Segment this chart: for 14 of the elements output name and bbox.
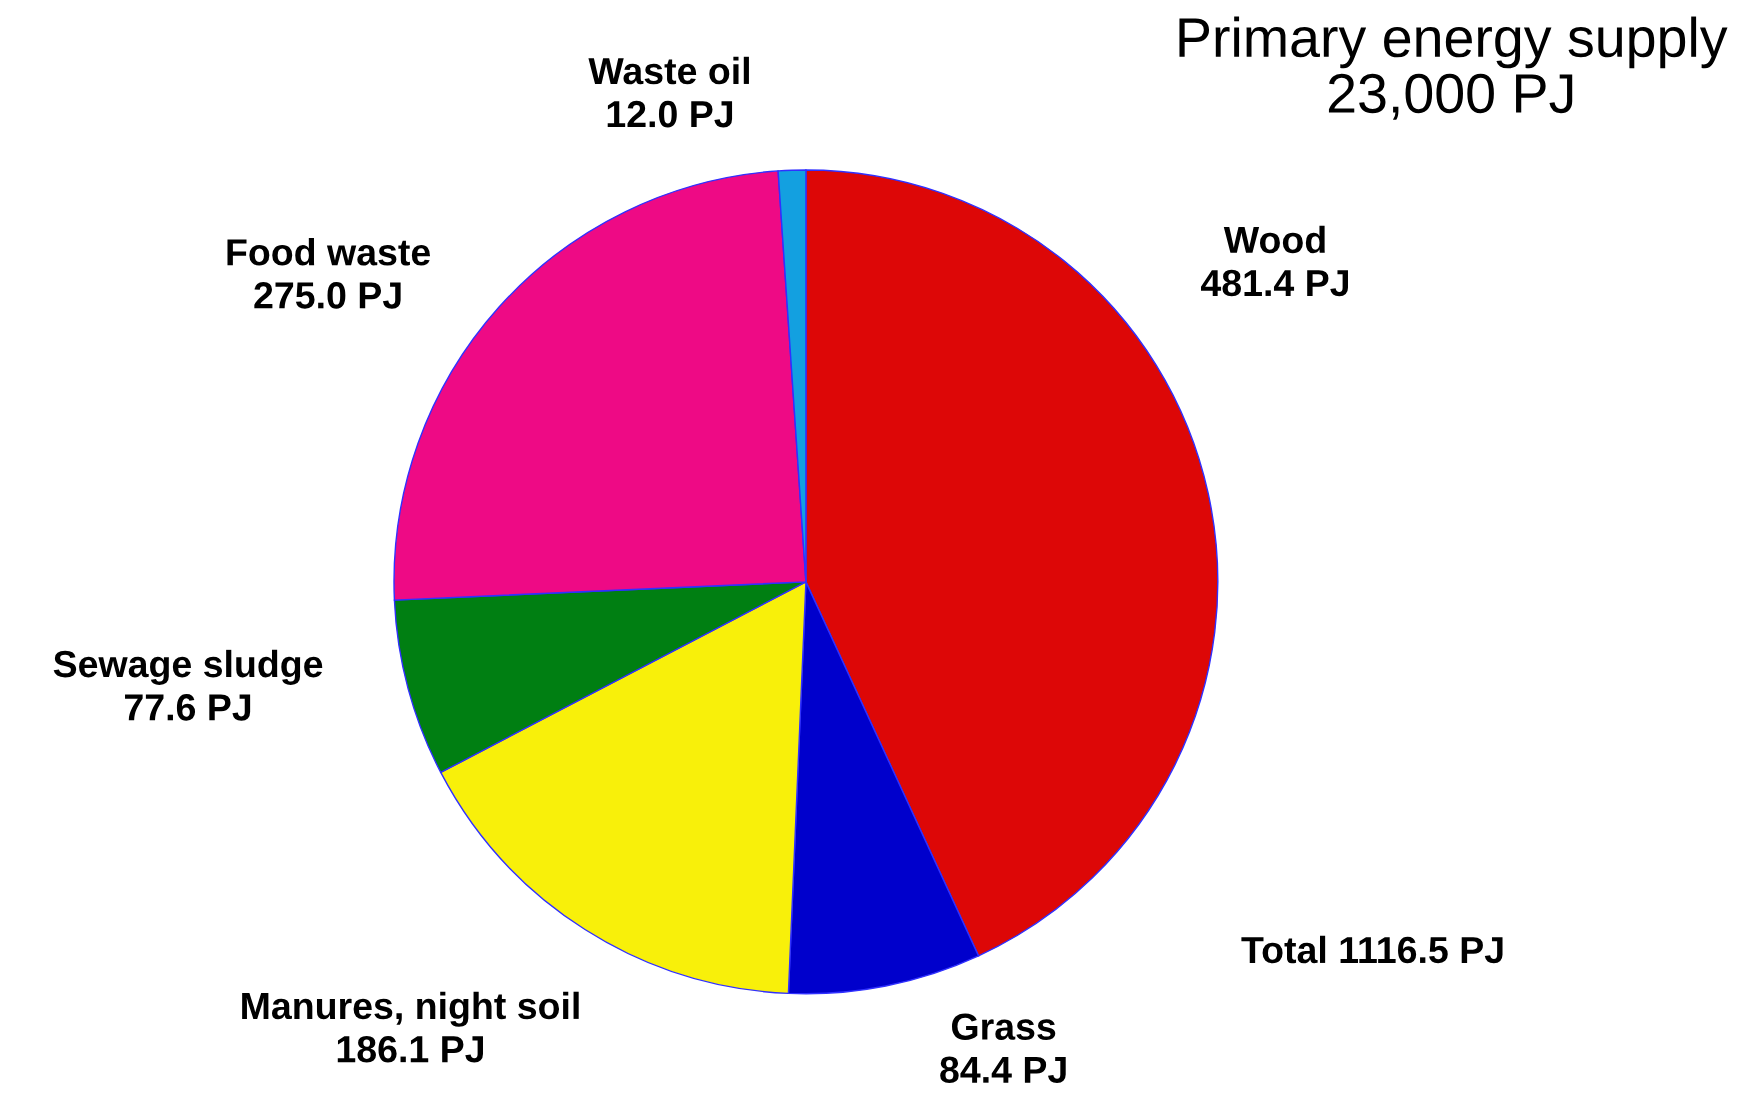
data-label: 481.4 PJ: [1200, 269, 1348, 297]
slice-label: Wood: [1223, 225, 1325, 254]
data-label: 84.4 PJ: [940, 1056, 1066, 1084]
text: Total 1116.5 PJ: [1241, 935, 1503, 964]
slice-label: Grass: [952, 1013, 1056, 1040]
data-label: 186.1 PJ: [337, 1035, 483, 1063]
slice-label: Manures, night soil: [242, 991, 579, 1027]
slice-label: Food waste: [227, 238, 430, 266]
slice-label: Sewage sludge: [53, 649, 323, 685]
data-label: 77.6 PJ: [125, 694, 251, 721]
data-label: 275.0 PJ: [254, 282, 401, 309]
slice-label: Waste oil: [588, 56, 749, 85]
chart-title: Primary energy supply 23,000 PJ: [1179, 16, 1728, 120]
data-label: 12.0 PJ: [607, 100, 733, 128]
